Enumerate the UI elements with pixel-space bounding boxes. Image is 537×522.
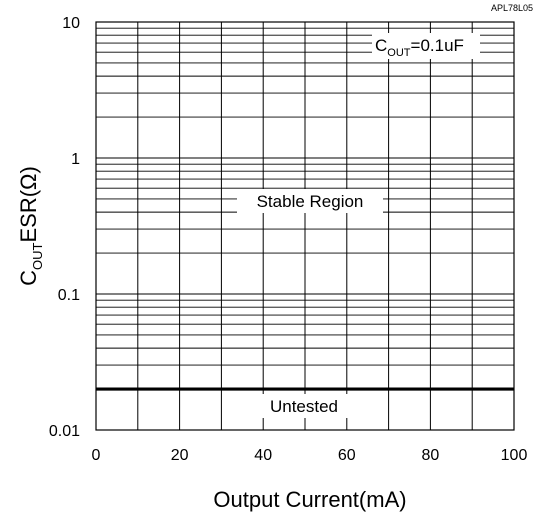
condition-label: COUT=0.1uF: [375, 36, 464, 59]
y-tick-label: 1: [71, 151, 80, 168]
condition-label-bg: [372, 33, 480, 59]
x-tick-label: 20: [171, 447, 189, 464]
stable-region-label-bg: [237, 189, 383, 213]
y-tick-label: 10: [62, 15, 80, 32]
untested-label: Untested: [270, 397, 338, 416]
x-tick-label: 100: [501, 447, 528, 464]
x-tick-label: 80: [422, 447, 440, 464]
y-axis-title-rest: ESR(Ω): [16, 166, 41, 242]
condition-label-main: C: [375, 36, 387, 55]
y-tick-label: 0.1: [58, 287, 80, 304]
x-axis-title: Output Current(mA): [213, 487, 406, 512]
y-tick-label: 0.01: [49, 423, 80, 440]
plot-frame: [95, 21, 515, 431]
condition-label-sub: OUT: [387, 47, 411, 59]
stable-region-label: Stable Region: [257, 192, 364, 211]
y-axis-title: COUTESR(Ω): [16, 166, 45, 286]
x-tick-label: 0: [92, 447, 101, 464]
condition-label-rest: =0.1uF: [411, 36, 464, 55]
y-axis-title-main: C: [16, 270, 41, 286]
untested-label-bg: [254, 394, 356, 418]
y-axis-title-sub: OUT: [30, 242, 45, 270]
grid: [95, 21, 515, 431]
part-number-label: APL78L05: [491, 3, 533, 13]
x-tick-label: 40: [254, 447, 272, 464]
tick-labels: 0 20 40 60 80 100 0.01 0.1 1 10: [49, 15, 528, 464]
x-tick-label: 60: [338, 447, 356, 464]
